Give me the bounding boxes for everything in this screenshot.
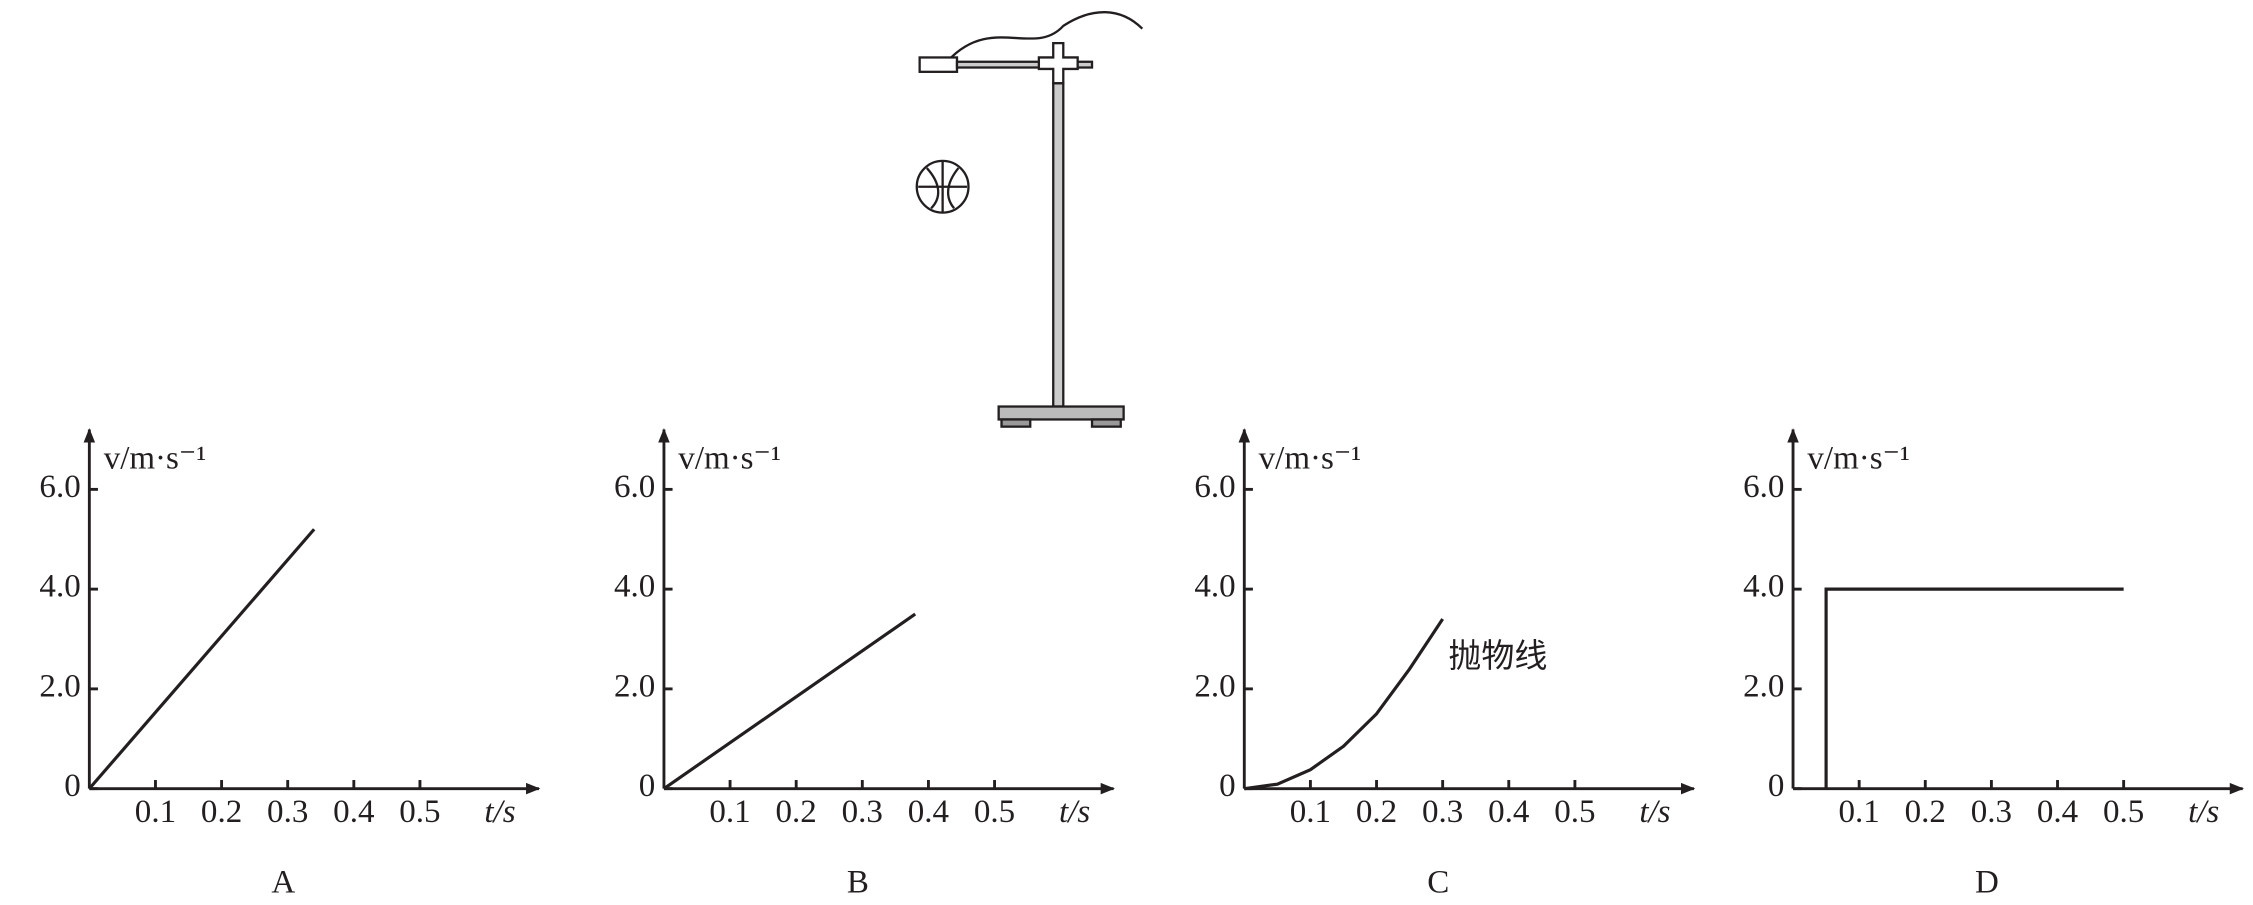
- figure: 0.1 0.2 0.3 0.4 0.5 0 2.0 4.0 6.0 v/m·s⁻¹ t/s A 0.1 0…: [0, 0, 2253, 905]
- x-tick-label: 0.5: [1554, 794, 1595, 830]
- x-tick-label: 0.1: [709, 794, 750, 830]
- y-tick-label: 0: [639, 768, 656, 804]
- x-tick-label: 0.4: [2037, 794, 2078, 830]
- y-tick-label: 0: [64, 768, 81, 804]
- y-tick-label: 6.0: [1194, 469, 1235, 505]
- y-tick-label: 6.0: [1743, 469, 1784, 505]
- x-tick-label: 0.4: [1488, 794, 1529, 830]
- y-tick-label: 2.0: [39, 668, 80, 704]
- y-tick-label: 4.0: [614, 569, 655, 605]
- panel-label: C: [1427, 864, 1449, 900]
- x-tick-label: 0.5: [2103, 794, 2144, 830]
- x-tick-label: 0.4: [908, 794, 949, 830]
- panel-label: D: [1975, 864, 1999, 900]
- x-tick-label: 0.3: [1422, 794, 1463, 830]
- x-tick-label: 0.2: [201, 794, 242, 830]
- y-tick-label: 0: [1768, 768, 1785, 804]
- annotation: 抛物线: [1448, 638, 1547, 675]
- x-tick-label: 0.1: [1839, 794, 1880, 830]
- page: 0.1 0.2 0.3 0.4 0.5 0 2.0 4.0 6.0 v/m·s⁻¹ t/s A 0.1 0…: [0, 0, 2253, 905]
- x-axis-label: t/s: [484, 794, 515, 830]
- data-line: [1244, 619, 1442, 789]
- y-tick-label: 6.0: [39, 469, 80, 505]
- x-tick-label: 0.4: [333, 794, 374, 830]
- panel-label: B: [847, 864, 869, 900]
- data-line: [664, 614, 915, 789]
- x-tick-label: 0.1: [135, 794, 176, 830]
- y-tick-label: 0: [1219, 768, 1236, 804]
- x-axis-label: t/s: [1059, 794, 1090, 830]
- x-tick-label: 0.3: [1971, 794, 2012, 830]
- x-tick-label: 0.5: [399, 794, 440, 830]
- x-axis-label: t/s: [2188, 794, 2219, 830]
- y-axis-label: v/m·s⁻¹: [1259, 441, 1362, 477]
- data-line: [1826, 589, 2124, 789]
- y-tick-label: 6.0: [614, 469, 655, 505]
- y-axis-label: v/m·s⁻¹: [1807, 441, 1910, 477]
- panel-label: A: [271, 864, 295, 900]
- y-tick-label: 2.0: [614, 668, 655, 704]
- y-tick-label: 2.0: [1194, 668, 1235, 704]
- x-tick-label: 0.2: [776, 794, 817, 830]
- y-axis-label: v/m·s⁻¹: [678, 441, 781, 477]
- y-tick-label: 4.0: [1743, 569, 1784, 605]
- x-tick-label: 0.2: [1905, 794, 1946, 830]
- x-tick-label: 0.5: [974, 794, 1015, 830]
- y-tick-label: 4.0: [1194, 569, 1235, 605]
- y-tick-label: 2.0: [1743, 668, 1784, 704]
- x-tick-label: 0.1: [1290, 794, 1331, 830]
- x-tick-label: 0.3: [267, 794, 308, 830]
- data-line: [89, 529, 314, 788]
- apparatus: [917, 12, 1143, 426]
- y-tick-label: 4.0: [39, 569, 80, 605]
- x-tick-label: 0.3: [842, 794, 883, 830]
- y-axis-label: v/m·s⁻¹: [104, 441, 207, 477]
- x-axis-label: t/s: [1639, 794, 1670, 830]
- x-tick-label: 0.2: [1356, 794, 1397, 830]
